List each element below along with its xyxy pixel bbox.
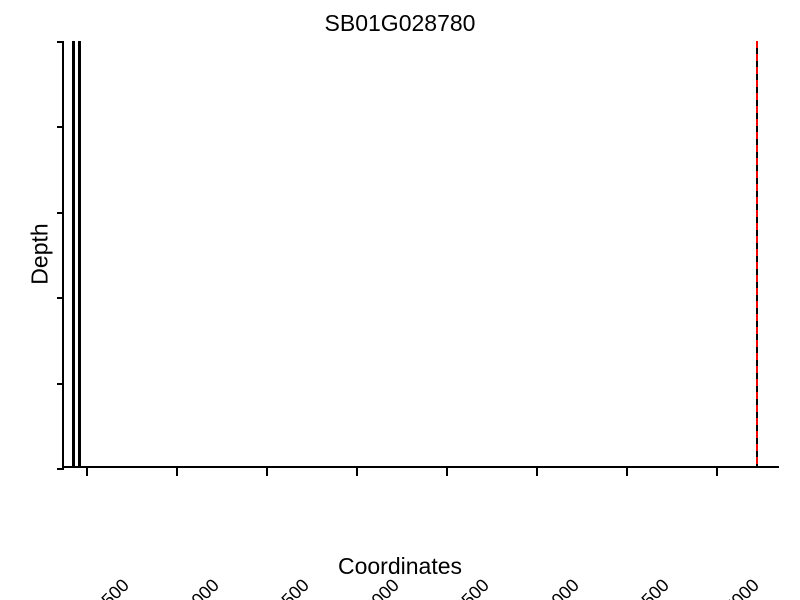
x-tick-mark xyxy=(626,468,629,476)
x-tick-mark xyxy=(176,468,179,476)
plot-area: Depth 1000005023350050234000502345005023… xyxy=(27,41,781,600)
x-tick-label: 50234500 xyxy=(242,575,313,600)
y-tick-mark xyxy=(57,41,64,43)
x-tick-label: 50237000 xyxy=(693,575,764,600)
y-tick-mark xyxy=(57,468,64,470)
x-tick-mark xyxy=(446,468,449,476)
y-tick-mark xyxy=(57,382,64,385)
x-tick-label: 50235000 xyxy=(332,575,403,600)
x-tick-label: 50233500 xyxy=(62,575,133,600)
x-tick-mark xyxy=(536,468,539,476)
x-tick-mark xyxy=(266,468,269,476)
x-tick-label: 50234000 xyxy=(152,575,223,600)
chart-title: SB01G028780 xyxy=(324,10,476,36)
plot-canvas: 1000005023350050234000502345005023500050… xyxy=(57,41,781,600)
x-tick-mark xyxy=(356,468,359,476)
marker-line-dashed xyxy=(755,41,758,468)
x-tick-mark xyxy=(716,468,719,476)
x-tick-label: 50235500 xyxy=(422,575,493,600)
x-tick-label: 50236500 xyxy=(602,575,673,600)
x-tick-mark xyxy=(86,468,88,476)
depth-bar xyxy=(72,41,76,468)
x-tick-label: 50236000 xyxy=(512,575,583,600)
x-axis-title: Coordinates xyxy=(337,553,463,579)
y-axis-title: Depth xyxy=(26,223,53,285)
depth-bar xyxy=(77,41,81,468)
y-tick-mark xyxy=(57,126,64,129)
y-tick-mark xyxy=(57,297,64,300)
y-tick-mark xyxy=(57,211,64,214)
